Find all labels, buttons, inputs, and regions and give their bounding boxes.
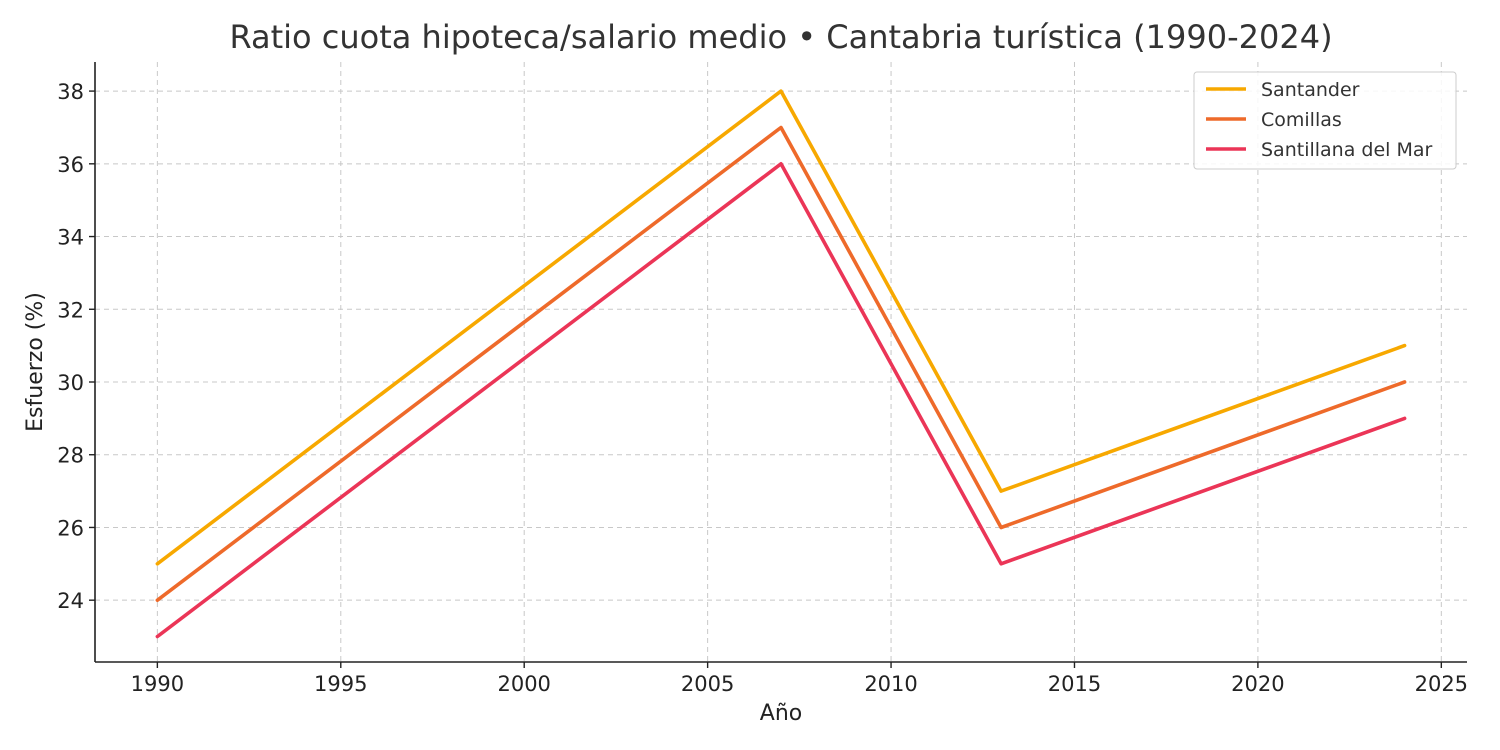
x-tick-label: 2005 [681, 672, 734, 696]
x-tick-label: 1995 [314, 672, 367, 696]
y-tick-label: 24 [57, 589, 84, 613]
chart-title: Ratio cuota hipoteca/salario medio • Can… [229, 18, 1332, 56]
series-line-1 [155, 89, 1407, 566]
y-tick-label: 30 [57, 371, 84, 395]
x-tick-label: 2020 [1231, 672, 1284, 696]
x-tick-label: 2025 [1415, 672, 1468, 696]
x-tick-label: 2000 [497, 672, 550, 696]
y-axis-label: Esfuerzo (%) [23, 292, 48, 432]
legend-label: Comillas [1261, 109, 1342, 131]
x-tick-label: 1990 [131, 672, 184, 696]
y-tick-label: 34 [57, 226, 84, 250]
series-line-3 [155, 162, 1407, 639]
y-tick-label: 32 [57, 298, 84, 322]
legend-label: Santillana del Mar [1261, 139, 1433, 161]
x-tick-label: 2010 [864, 672, 917, 696]
x-ticks: 1990 1995 2000 2005 2010 2015 2020 2025 [131, 662, 1468, 696]
axes [94, 62, 1467, 663]
y-tick-label: 26 [57, 516, 84, 540]
series-lines [155, 89, 1407, 639]
y-tick-label: 36 [57, 153, 84, 177]
series-line-2 [155, 125, 1407, 603]
legend-items: Santander Comillas Santillana del Mar [1206, 79, 1433, 161]
x-tick-label: 2015 [1048, 672, 1101, 696]
y-tick-label: 38 [57, 80, 84, 104]
y-tick-label: 28 [57, 444, 84, 468]
x-axis-label: Año [760, 701, 802, 726]
legend-box [1193, 71, 1457, 170]
legend-label: Santander [1261, 79, 1360, 101]
y-ticks: 24 26 28 30 32 34 36 38 [57, 80, 95, 613]
legend: Santander Comillas Santillana del Mar [1193, 71, 1457, 170]
grid [95, 62, 1467, 662]
